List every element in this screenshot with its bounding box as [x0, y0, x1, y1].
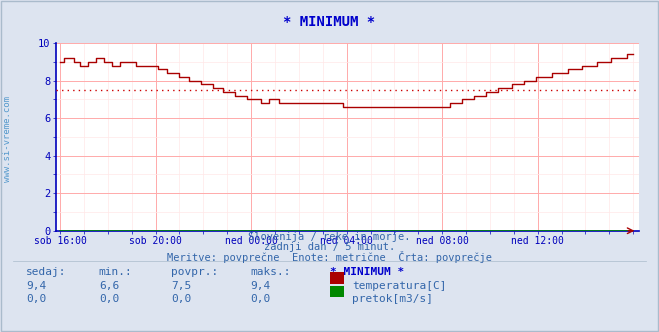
- Text: min.:: min.:: [99, 267, 132, 277]
- Text: pretok[m3/s]: pretok[m3/s]: [352, 294, 433, 304]
- Text: povpr.:: povpr.:: [171, 267, 219, 277]
- Text: 9,4: 9,4: [26, 281, 47, 290]
- Text: 0,0: 0,0: [250, 294, 271, 304]
- Text: zadnji dan / 5 minut.: zadnji dan / 5 minut.: [264, 242, 395, 252]
- Text: * MINIMUM *: * MINIMUM *: [283, 15, 376, 29]
- Text: maks.:: maks.:: [250, 267, 291, 277]
- Text: * MINIMUM *: * MINIMUM *: [330, 267, 404, 277]
- Text: sedaj:: sedaj:: [26, 267, 67, 277]
- Text: 9,4: 9,4: [250, 281, 271, 290]
- Text: 0,0: 0,0: [171, 294, 192, 304]
- Text: 7,5: 7,5: [171, 281, 192, 290]
- Text: Meritve: povprečne  Enote: metrične  Črta: povprečje: Meritve: povprečne Enote: metrične Črta:…: [167, 251, 492, 263]
- Text: temperatura[C]: temperatura[C]: [352, 281, 446, 290]
- Text: 6,6: 6,6: [99, 281, 119, 290]
- Text: 0,0: 0,0: [26, 294, 47, 304]
- Text: Slovenija / reke in morje.: Slovenija / reke in morje.: [248, 232, 411, 242]
- Text: www.si-vreme.com: www.si-vreme.com: [3, 96, 13, 183]
- Text: 0,0: 0,0: [99, 294, 119, 304]
